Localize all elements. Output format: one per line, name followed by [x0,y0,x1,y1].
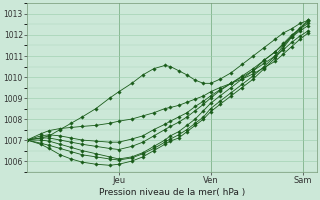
X-axis label: Pression niveau de la mer( hPa ): Pression niveau de la mer( hPa ) [99,188,245,197]
